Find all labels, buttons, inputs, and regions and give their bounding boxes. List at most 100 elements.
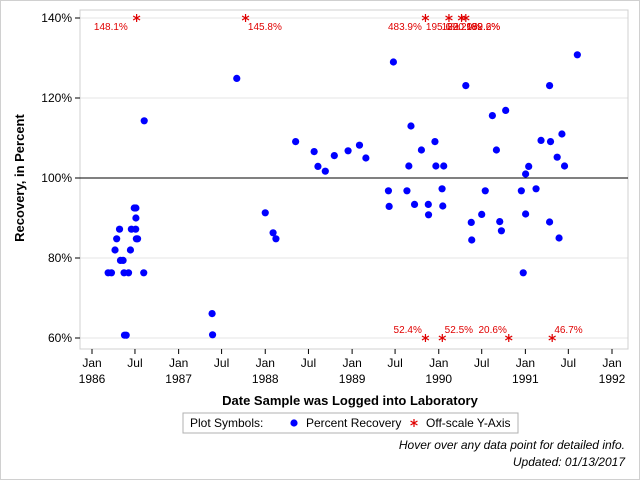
- data-point[interactable]: [208, 331, 217, 339]
- x-axis: Jan 1986 Jul Jan 1987 Jul Jan 1988 Jul Jan 1989 Jul…: [79, 349, 626, 386]
- x-tick-label: Jan: [602, 356, 621, 370]
- data-point[interactable]: [522, 170, 530, 178]
- y-axis: 60% 80% 100% 120% 140%: [41, 11, 80, 345]
- data-point[interactable]: [321, 167, 329, 175]
- data-point[interactable]: [344, 147, 352, 155]
- off-scale-value-label: 200.0%: [447, 22, 481, 33]
- data-point[interactable]: [384, 187, 393, 195]
- data-point[interactable]: [553, 153, 561, 161]
- data-point[interactable]: [330, 152, 338, 160]
- data-point[interactable]: [132, 214, 140, 222]
- data-point[interactable]: [132, 204, 140, 212]
- data-point[interactable]: [522, 210, 530, 218]
- data-point[interactable]: [133, 235, 142, 243]
- off-scale-marker[interactable]: [241, 14, 250, 22]
- data-point[interactable]: [492, 146, 501, 154]
- data-point[interactable]: [537, 136, 545, 144]
- data-point[interactable]: [488, 112, 496, 120]
- data-point[interactable]: [545, 218, 554, 226]
- y-tick-label: 60%: [48, 331, 72, 345]
- data-point[interactable]: [111, 246, 119, 254]
- x-tick-label: Jan: [169, 356, 188, 370]
- data-point[interactable]: [438, 185, 446, 193]
- x-tick-label: Jul: [127, 356, 142, 370]
- data-point[interactable]: [439, 202, 447, 210]
- data-point[interactable]: [132, 225, 140, 233]
- data-point[interactable]: [119, 256, 127, 264]
- data-point[interactable]: [467, 218, 475, 226]
- off-scale-value-label: 52.5%: [445, 325, 473, 336]
- data-point[interactable]: [410, 200, 419, 208]
- data-point[interactable]: [517, 187, 525, 195]
- data-point[interactable]: [424, 200, 432, 208]
- data-point[interactable]: [314, 162, 322, 170]
- data-point[interactable]: [519, 269, 527, 277]
- data-point[interactable]: [440, 162, 448, 170]
- x-axis-title: Date Sample was Logged into Laboratory: [222, 393, 478, 408]
- data-point[interactable]: [558, 130, 566, 138]
- data-point[interactable]: [310, 148, 318, 156]
- off-scale-value-label: 159.6%: [466, 22, 500, 33]
- x-tick-label: Jan: [429, 356, 448, 370]
- x-tick-year-label: 1991: [512, 372, 539, 386]
- data-point[interactable]: [269, 229, 277, 237]
- data-point[interactable]: [502, 106, 510, 114]
- data-point[interactable]: [122, 331, 130, 339]
- data-point[interactable]: [497, 227, 506, 235]
- off-scale-marker[interactable]: [462, 14, 470, 22]
- off-scale-marker[interactable]: [548, 334, 556, 342]
- data-point[interactable]: [113, 235, 121, 243]
- data-point[interactable]: [403, 187, 411, 195]
- data-point[interactable]: [389, 58, 398, 66]
- data-point[interactable]: [140, 117, 148, 125]
- off-scale-value-label: 46.7%: [554, 325, 582, 336]
- data-point[interactable]: [355, 141, 364, 149]
- data-point[interactable]: [107, 269, 116, 277]
- off-scale-marker[interactable]: [132, 14, 141, 22]
- data-point[interactable]: [124, 269, 133, 277]
- data-point[interactable]: [545, 82, 554, 90]
- y-axis-title: Recovery, in Percent: [12, 114, 27, 242]
- data-point[interactable]: [555, 234, 563, 242]
- data-point[interactable]: [261, 209, 269, 217]
- data-point[interactable]: [385, 202, 393, 210]
- data-point[interactable]: [468, 236, 476, 244]
- off-scale-markers[interactable]: [132, 14, 556, 342]
- off-scale-marker[interactable]: [445, 14, 453, 22]
- y-tick-label: 140%: [41, 11, 72, 25]
- data-point[interactable]: [407, 122, 415, 130]
- data-point[interactable]: [496, 218, 504, 226]
- data-point[interactable]: [432, 162, 440, 170]
- data-point[interactable]: [115, 225, 124, 233]
- data-point[interactable]: [481, 187, 489, 195]
- data-point[interactable]: [362, 154, 370, 162]
- off-scale-marker[interactable]: [438, 334, 447, 342]
- data-point[interactable]: [560, 162, 569, 170]
- data-point[interactable]: [405, 162, 413, 170]
- data-point[interactable]: [126, 246, 135, 254]
- data-point[interactable]: [140, 269, 148, 277]
- x-tick-label: Jul: [301, 356, 316, 370]
- off-scale-marker[interactable]: [421, 334, 430, 342]
- legend-dot-marker: [290, 419, 298, 427]
- data-point[interactable]: [424, 211, 433, 219]
- data-point[interactable]: [546, 138, 555, 146]
- data-point[interactable]: [208, 310, 216, 318]
- data-point[interactable]: [431, 138, 439, 146]
- y-tick-label: 80%: [48, 251, 72, 265]
- off-scale-marker[interactable]: [504, 334, 513, 342]
- data-point[interactable]: [272, 235, 280, 243]
- data-point[interactable]: [233, 74, 241, 82]
- data-point[interactable]: [532, 185, 540, 193]
- legend-label-percent-recovery: Percent Recovery: [306, 416, 401, 430]
- data-point[interactable]: [478, 210, 486, 218]
- data-point[interactable]: [525, 162, 533, 170]
- off-scale-marker[interactable]: [421, 14, 430, 22]
- data-point[interactable]: [417, 146, 426, 154]
- data-point[interactable]: [462, 82, 470, 90]
- data-points[interactable]: [104, 51, 581, 339]
- x-tick-label: Jan: [516, 356, 535, 370]
- data-point[interactable]: [292, 138, 300, 146]
- data-point[interactable]: [573, 51, 581, 59]
